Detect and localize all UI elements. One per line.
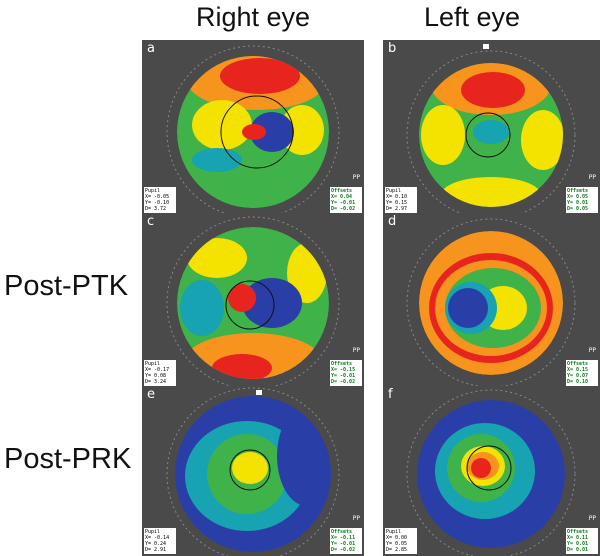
corneal-map-f-graphic [383, 386, 600, 556]
offset-readout-d: Offsets X= 0.15 Y= 0.07 D= 0.10 [566, 360, 598, 386]
offset-readout-a: Offsets X= 0.04 Y= -0.01 D= -0.02 [330, 187, 362, 213]
panel-letter-a: a [147, 41, 155, 56]
topography-map-e: e PP Pupil X= -0.14 Y= 0.24 D= 2.91 Offsets… [142, 386, 364, 556]
topography-map-f: f PP Pupil X= 0.00 Y= 0.05 D= 2.85 Offsets X… [383, 386, 600, 556]
pp-label-a: PP [352, 174, 360, 181]
pp-label-b: PP [588, 174, 596, 181]
panel-letter-b: b [388, 41, 397, 56]
topography-map-c: c PP Pupil X= -0.17 Y= 0.08 D= 3.24 Offsets… [142, 213, 364, 388]
pupil-readout-c: Pupil X= -0.17 Y= 0.08 D= 3.24 [144, 360, 176, 386]
offset-readout-c: Offsets X= -0.15 Y= -0.01 D= -0.02 [330, 360, 362, 386]
pp-label-c: PP [352, 347, 360, 354]
offset-readout-e: Offsets X= -0.11 Y= -0.01 D= -0.02 [330, 528, 362, 554]
panel-letter-d: d [388, 214, 397, 229]
post-prk-row-label: Post-PRK [4, 443, 132, 475]
pp-label-f: PP [588, 515, 596, 522]
pupil-readout-f: Pupil X= 0.00 Y= 0.05 D= 2.85 [385, 528, 417, 554]
offset-readout-b: Offsets X= 0.05 Y= 0.01 D= 0.05 [566, 187, 598, 213]
pp-label-e: PP [352, 515, 360, 522]
topography-map-b: b PP Pupil X= 0.10 Y= 0.15 D= 2.97 Offsets X… [383, 40, 600, 215]
right-eye-column-title: Right eye [196, 2, 311, 32]
left-eye-column-title: Left eye [424, 2, 521, 32]
panel-letter-f: f [388, 387, 393, 402]
corneal-map-b-graphic [383, 40, 600, 215]
corneal-map-d-graphic [383, 213, 600, 388]
corneal-map-c-graphic [142, 213, 364, 388]
pupil-readout-b: Pupil X= 0.10 Y= 0.15 D= 2.97 [385, 187, 417, 213]
panel-letter-e: e [147, 387, 155, 402]
pupil-readout-a: Pupil X= -0.05 Y= -0.10 D= 3.72 [144, 187, 176, 213]
pupil-readout-e: Pupil X= -0.14 Y= 0.24 D= 2.91 [144, 528, 176, 554]
pp-label-d: PP [588, 347, 596, 354]
corneal-map-e-graphic [142, 386, 364, 556]
panel-letter-c: c [147, 214, 155, 229]
topography-map-a: a PP Pupil X= -0.05 Y= -0.10 D= 3.72 Offset… [142, 40, 364, 215]
corneal-map-a-graphic [142, 40, 364, 215]
post-ptk-row-label: Post-PTK [4, 270, 129, 302]
offset-readout-f: Offsets X= 0.11 Y= 0.01 D= 0.01 [566, 528, 598, 554]
topography-map-d: d PP Offsets X= 0.15 Y= 0.07 D= 0.10 [383, 213, 600, 388]
